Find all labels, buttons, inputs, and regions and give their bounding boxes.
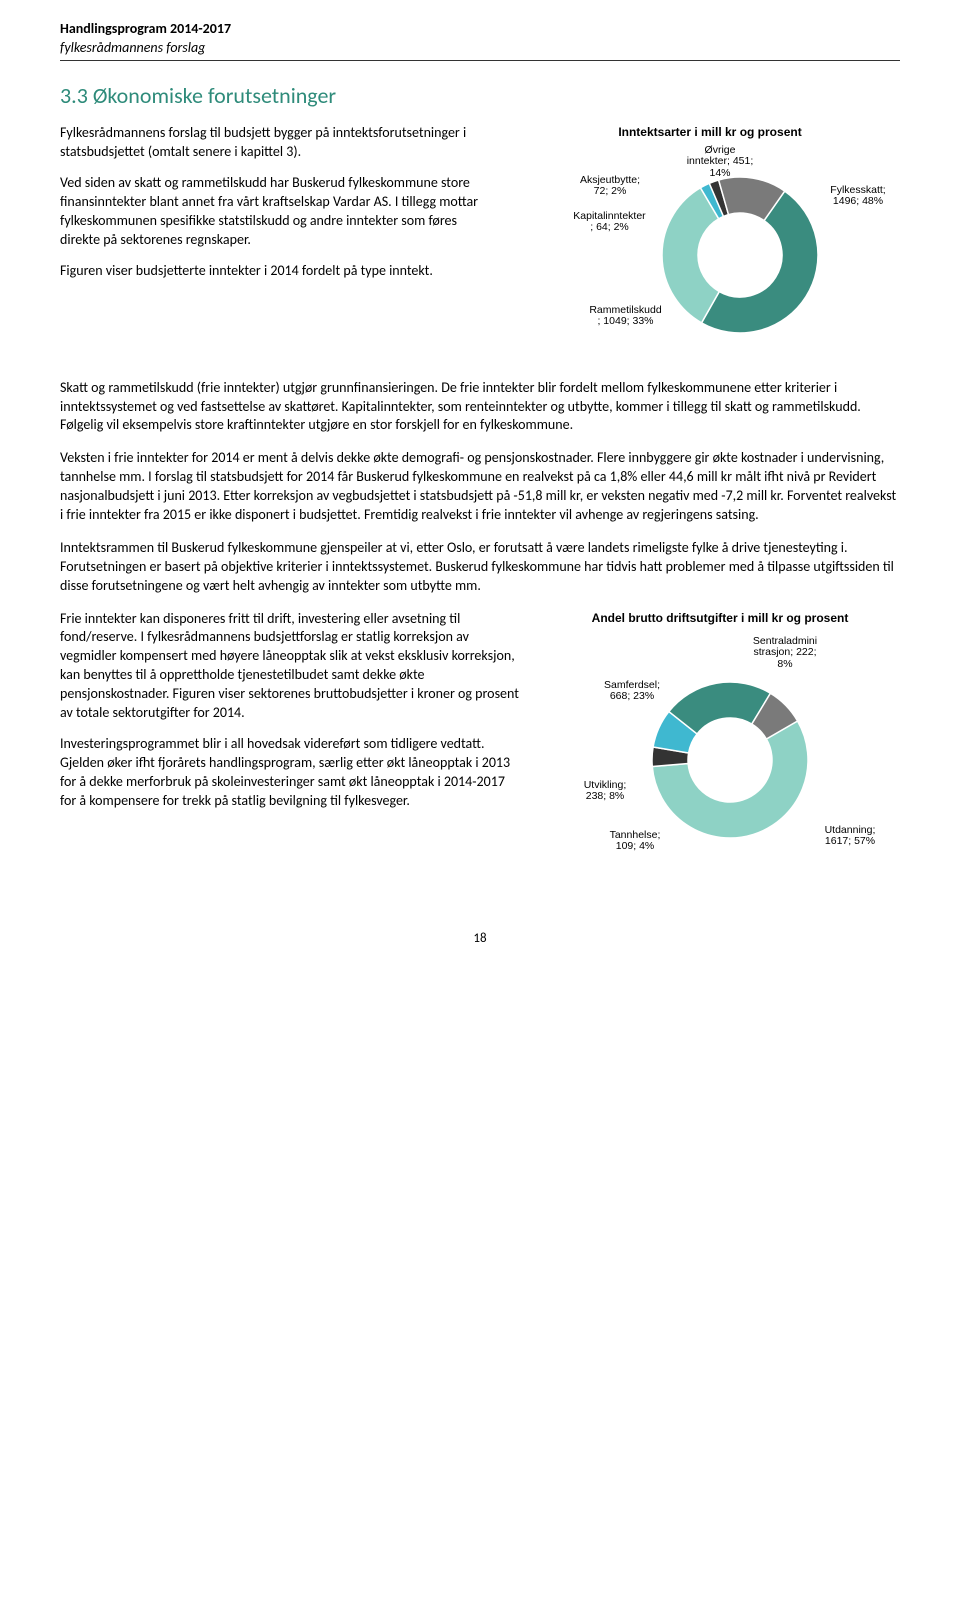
bottom-text-block: Frie inntekter kan disponeres fritt til … [60, 610, 520, 890]
header-subtitle: fylkesrådmannens forslag [60, 39, 900, 58]
body-paragraph-2: Veksten i frie inntekter for 2014 er men… [60, 449, 900, 525]
header-title: Handlingsprogram 2014-2017 [60, 20, 900, 39]
chart2-title: Andel brutto driftsutgifter i mill kr og… [540, 610, 900, 626]
chart2-label-tann: Tannhelse;109; 4% [600, 830, 670, 853]
chart2-label-samferd: Samferdsel;668; 23% [592, 680, 672, 703]
body-paragraph-1: Skatt og rammetilskudd (frie inntekter) … [60, 379, 900, 436]
bottom-paragraph-1: Frie inntekter kan disponeres fritt til … [60, 610, 520, 723]
intro-paragraph-1: Fylkesrådmannens forslag til budsjett by… [60, 124, 500, 162]
chart1-label-fylkes: Fylkesskatt;1496; 48% [818, 185, 898, 208]
bottom-paragraph-2: Investeringsprogrammet blir i all hoveds… [60, 735, 520, 811]
income-donut-chart: Inntektsarter i mill kr og prosent Øvrig… [520, 124, 900, 364]
intro-paragraph-2: Ved siden av skatt og rammetilskudd har … [60, 174, 500, 250]
body-paragraph-3: Inntektsrammen til Buskerud fylkeskommun… [60, 539, 900, 596]
chart1-label-ramme: Rammetilskudd; 1049; 33% [578, 305, 673, 328]
intro-paragraph-3: Figuren viser budsjetterte inntekter i 2… [60, 262, 500, 281]
donut-slice [662, 187, 719, 322]
chart2-label-utdann: Utdanning;1617; 57% [815, 825, 885, 848]
intro-text-block: Fylkesrådmannens forslag til budsjett by… [60, 124, 500, 364]
expenses-donut-chart: Andel brutto driftsutgifter i mill kr og… [540, 610, 900, 890]
page-number: 18 [60, 930, 900, 948]
page-header: Handlingsprogram 2014-2017 fylkesrådmann… [60, 20, 900, 61]
chart1-title: Inntektsarter i mill kr og prosent [520, 124, 900, 140]
chart1-label-ovrige: Øvrigeinntekter; 451;14% [675, 145, 765, 180]
chart1-label-aksje: Aksjeutbytte;72; 2% [570, 175, 650, 198]
chart2-label-sentral: Sentraladministrasjon; 222;8% [740, 636, 830, 671]
chart1-label-kapital: Kapitalinntekter; 64; 2% [562, 211, 657, 234]
section-heading: 3.3 Økonomiske forutsetninger [60, 81, 900, 111]
chart2-label-utvik: Utvikling;238; 8% [570, 780, 640, 803]
